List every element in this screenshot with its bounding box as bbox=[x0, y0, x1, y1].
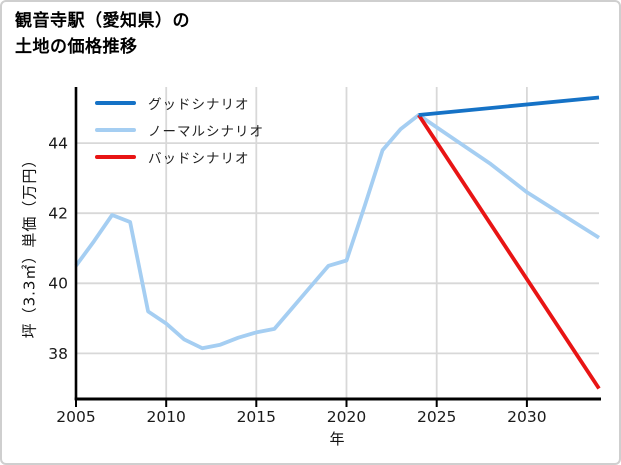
legend-label-good: グッドシナリオ bbox=[148, 96, 250, 113]
series-line-good bbox=[418, 95, 600, 117]
legend-item-good: グッドシナリオ bbox=[95, 89, 264, 116]
chart-title-line2: 土地の価格推移 bbox=[15, 36, 138, 57]
series-line-normal bbox=[74, 113, 601, 351]
legend-item-bad: バッドシナリオ bbox=[95, 143, 264, 170]
x-tick-label: 2030 bbox=[507, 408, 546, 426]
x-tick-label: 2015 bbox=[237, 408, 276, 426]
legend-line-sample-good bbox=[95, 100, 136, 105]
legend-item-normal: ノーマルシナリオ bbox=[95, 116, 264, 143]
legend-label-normal: ノーマルシナリオ bbox=[148, 123, 264, 140]
legend-label-bad: バッドシナリオ bbox=[148, 150, 250, 167]
axes-spines bbox=[74, 87, 601, 401]
legend-line-sample-normal bbox=[95, 127, 136, 132]
legend-line-sample-bad bbox=[95, 154, 136, 159]
legend: グッドシナリオ ノーマルシナリオ バッドシナリオ bbox=[95, 89, 264, 170]
chart-title: 観音寺駅（愛知県）の 土地の価格推移 bbox=[15, 9, 190, 60]
y-tick-label: 44 bbox=[48, 135, 68, 153]
series-line-bad bbox=[417, 113, 601, 390]
y-tick-label: 38 bbox=[48, 345, 68, 363]
x-tick-label: 2005 bbox=[56, 408, 95, 426]
y-tick-label: 40 bbox=[48, 275, 68, 293]
x-tick-label: 2010 bbox=[146, 408, 185, 426]
x-tick-label: 2025 bbox=[417, 408, 456, 426]
chart-title-line1: 観音寺駅（愛知県）の bbox=[15, 11, 190, 31]
gridlines bbox=[75, 87, 599, 399]
x-tick-label: 2020 bbox=[327, 408, 366, 426]
y-axis-ticks: 38 40 42 44 bbox=[48, 135, 68, 363]
y-tick-label: 42 bbox=[48, 205, 68, 223]
x-axis-label: 年 bbox=[329, 430, 345, 448]
x-axis-ticks: 2005 2010 2015 2020 2025 2030 bbox=[56, 399, 547, 426]
